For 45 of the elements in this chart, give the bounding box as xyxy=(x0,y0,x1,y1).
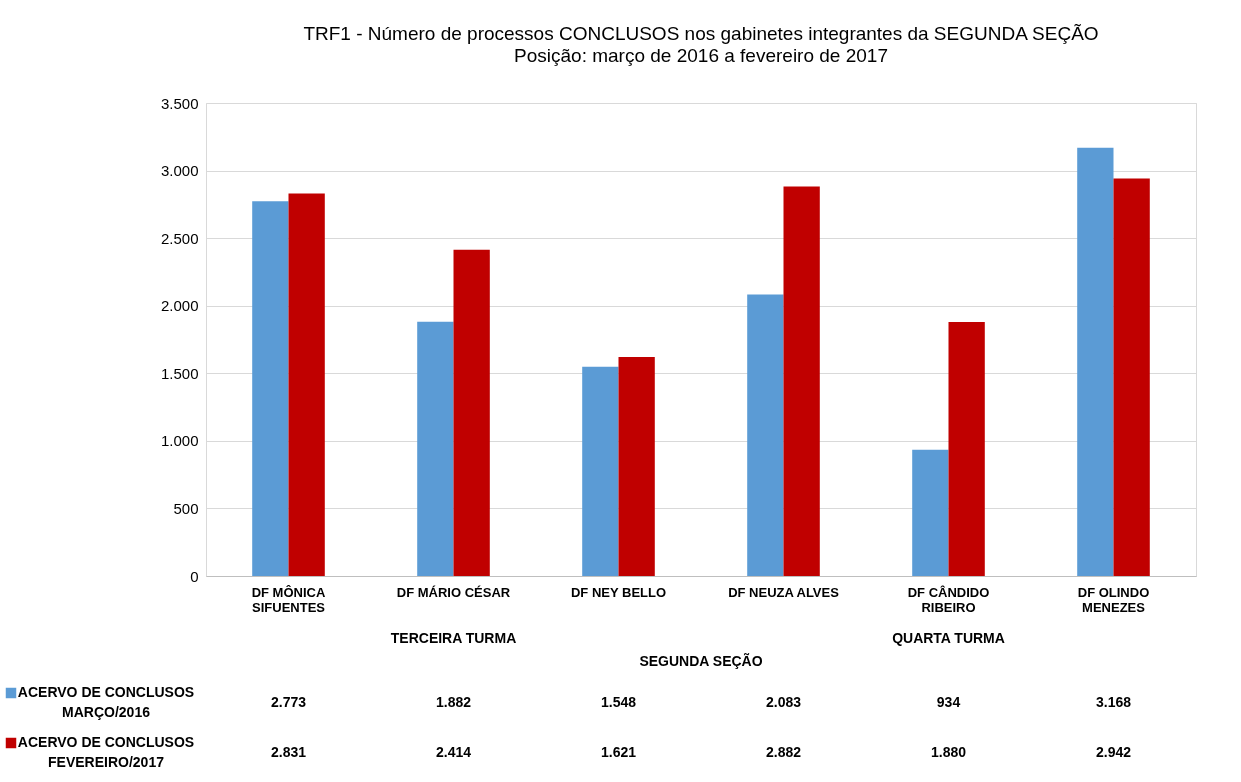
x-tick-label: DF OLINDO MENEZES xyxy=(1077,584,1150,615)
y-tick-label: 3.000 xyxy=(160,162,199,180)
x-tick-label: DF CÂNDIDO RIBEIRO xyxy=(907,584,990,615)
bar xyxy=(1077,147,1114,576)
text: QUARTA TURMA xyxy=(892,630,1005,646)
chart-subtitle: Posição: março de 2016 a fevereiro de 2017 xyxy=(514,45,888,66)
y-tick-label: 2.000 xyxy=(160,297,199,315)
bar xyxy=(618,356,655,576)
data-label: 2.882 xyxy=(765,744,802,760)
bar xyxy=(453,249,490,576)
bar xyxy=(252,201,289,576)
bar xyxy=(1113,178,1150,576)
text: SEGUNDA SEÇÃO xyxy=(639,652,763,669)
text: TERCEIRA TURMA xyxy=(390,630,517,646)
y-tick-label: 2.500 xyxy=(160,229,199,247)
data-label: 2.414 xyxy=(435,744,472,760)
data-label: 934 xyxy=(936,694,961,710)
data-label: 1.882 xyxy=(435,694,472,710)
bar xyxy=(948,321,985,576)
bar xyxy=(417,321,454,576)
data-label: 1.548 xyxy=(600,694,637,710)
y-tick-label: 3.500 xyxy=(160,94,199,112)
y-tick-label: 500 xyxy=(173,499,199,517)
x-tick-label: DF MÔNICA SIFUENTES xyxy=(251,584,326,615)
data-label: 2.083 xyxy=(765,694,802,710)
y-tick-label: 0 xyxy=(190,567,199,585)
legend-label: ACERVO DE CONCLUSOS MARÇO/2016 xyxy=(17,684,195,720)
y-tick-label: 1.000 xyxy=(160,432,199,450)
data-label: 1.880 xyxy=(930,744,967,760)
x-tick-label: DF NEY BELLO xyxy=(570,584,667,600)
x-tick-label: DF MÁRIO CÉSAR xyxy=(396,584,511,600)
data-label: 1.621 xyxy=(600,744,637,760)
y-tick-label: 1.500 xyxy=(160,364,199,382)
bar xyxy=(582,366,619,576)
data-label: 3.168 xyxy=(1095,694,1132,710)
legend-label: ACERVO DE CONCLUSOS FEVEREIRO/2017 xyxy=(17,734,195,770)
data-label: 2.942 xyxy=(1095,744,1132,760)
bar xyxy=(288,193,325,576)
bar xyxy=(747,294,784,576)
bar xyxy=(783,186,820,576)
x-tick-label: DF NEUZA ALVES xyxy=(728,584,840,600)
bar xyxy=(912,449,949,576)
data-label: 2.831 xyxy=(270,744,307,760)
chart-title: TRF1 - Número de processos CONCLUSOS nos gabinetes integrantes da SEGUNDA SEÇÃO xyxy=(303,23,1099,44)
data-label: 2.773 xyxy=(270,694,307,710)
